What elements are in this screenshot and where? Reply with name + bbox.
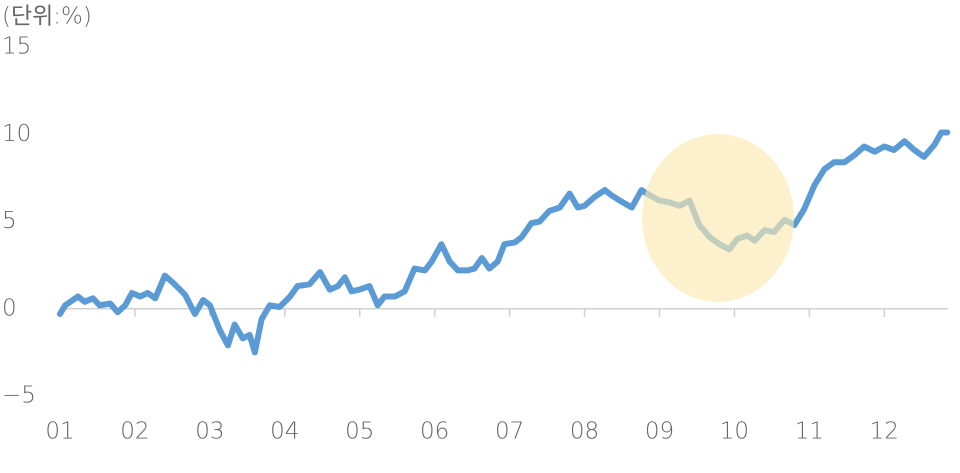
y-tick-label: 5 [2, 208, 17, 234]
y-tick-label: 0 [2, 295, 17, 321]
y-tick-label: 15 [2, 34, 31, 60]
line [57, 129, 951, 356]
highlight [642, 134, 794, 302]
x-tick-label: 02 [120, 419, 149, 445]
x-tick-label: 10 [720, 419, 749, 445]
y-tick-label: 10 [2, 121, 31, 147]
unit-label: (단위:%) [2, 4, 92, 30]
x-tick-label: 11 [795, 419, 824, 445]
x-tick-label: 04 [270, 419, 299, 445]
x-tick-label: 07 [495, 419, 524, 445]
plot [57, 129, 951, 356]
x-tick-label: 08 [570, 419, 599, 445]
y-tick-label: −5 [2, 383, 36, 409]
x-tick-label: 12 [870, 419, 899, 445]
x-tick-label: 09 [645, 419, 674, 445]
x-tick-label: 05 [345, 419, 374, 445]
x-tick-label: 06 [420, 419, 449, 445]
x-tick-label: 03 [195, 419, 224, 445]
x-tick-label: 01 [45, 419, 74, 445]
